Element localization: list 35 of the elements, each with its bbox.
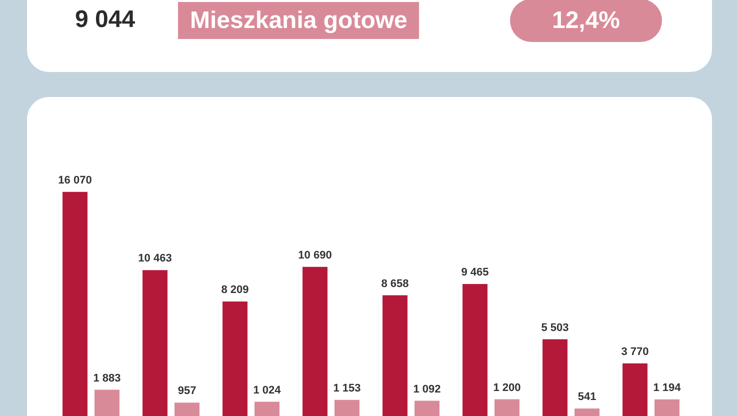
bar (494, 399, 520, 416)
bar (542, 339, 568, 416)
data-label: 1 200 (493, 382, 521, 394)
text: 12,4% (510, 0, 662, 42)
bar (462, 284, 488, 416)
data-label: 10 463 (138, 252, 172, 265)
bar (622, 363, 648, 416)
bar (62, 192, 88, 416)
data-label: 5 503 (541, 322, 569, 334)
bar (654, 399, 680, 416)
data-label: 1 883 (93, 372, 121, 384)
data-label: 3 770 (621, 346, 649, 358)
data-label: 9 465 (461, 266, 489, 279)
bar (254, 402, 280, 416)
bar (574, 408, 600, 416)
data-label: 8 209 (221, 284, 249, 296)
text: Mieszkania gotowe (178, 2, 420, 39)
bar (302, 266, 328, 416)
bar (174, 402, 200, 416)
data-label: 1 024 (253, 384, 282, 396)
data-label: 1 092 (413, 383, 441, 396)
bar (414, 400, 440, 416)
bar (382, 295, 408, 416)
bar (334, 400, 360, 416)
data-label: 16 070 (58, 174, 92, 186)
bar (142, 270, 168, 416)
data-label: 8 658 (381, 278, 409, 290)
text: 9 044 (75, 6, 136, 34)
data-label: 1 153 (333, 382, 361, 394)
data-label: 10 690 (298, 249, 332, 262)
bar (94, 390, 120, 416)
data-label: 1 194 (653, 382, 682, 394)
data-label: 541 (578, 390, 596, 403)
bar (222, 302, 248, 416)
data-label: 957 (178, 385, 196, 398)
